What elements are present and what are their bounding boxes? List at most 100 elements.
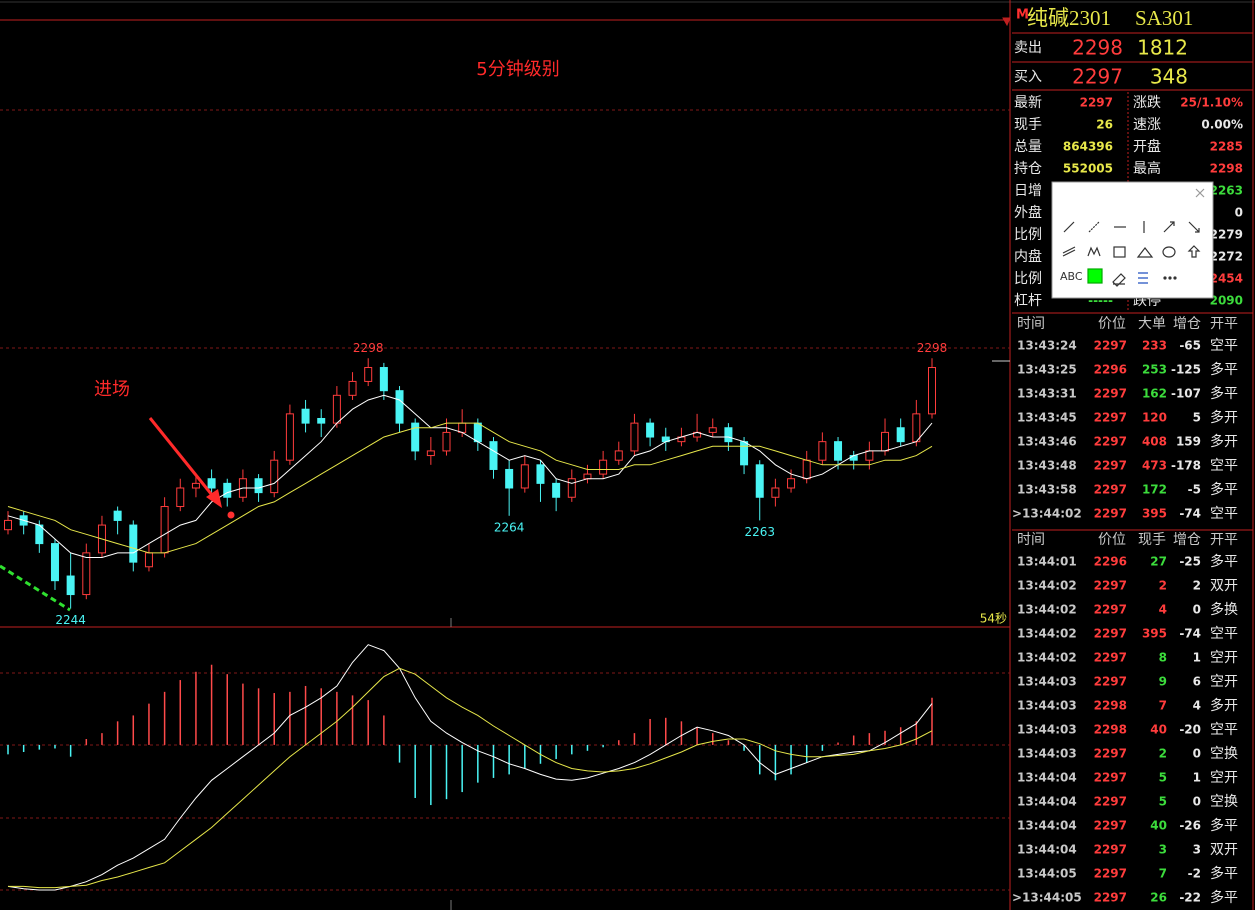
stat-value: 2454 xyxy=(1210,272,1243,286)
table-cell: 空平 xyxy=(1210,338,1238,354)
stat-label: 开盘 xyxy=(1133,138,1161,155)
tool[interactable] xyxy=(1187,245,1201,258)
table-cell: -178 xyxy=(1171,459,1201,473)
tool[interactable] xyxy=(1188,221,1200,233)
table-cell: 13:44:02 xyxy=(1017,651,1077,665)
table-cell: 13:43:31 xyxy=(1017,387,1077,401)
table-cell: 2297 xyxy=(1094,795,1127,809)
candle-body xyxy=(191,482,200,489)
table-cell: 多平 xyxy=(1210,481,1238,498)
candle-body xyxy=(207,478,216,489)
candle-body xyxy=(552,482,561,498)
candle-body xyxy=(740,441,749,466)
tool[interactable] xyxy=(1088,221,1100,233)
table-cell: 2296 xyxy=(1094,555,1127,569)
candle-body xyxy=(426,450,435,457)
tool[interactable] xyxy=(1087,268,1103,284)
candle-body xyxy=(520,464,529,489)
table-cell: 多换 xyxy=(1210,601,1238,618)
tool[interactable] xyxy=(1162,246,1176,258)
candle-body xyxy=(771,487,780,498)
tool[interactable] xyxy=(1063,221,1075,233)
stat-value: 0 xyxy=(1235,206,1243,220)
table-cell: 空平 xyxy=(1210,506,1238,522)
table-cell: -65 xyxy=(1179,339,1201,353)
table-cell: -5 xyxy=(1188,483,1201,497)
close[interactable] xyxy=(1195,188,1205,198)
tool-text[interactable]: ABC xyxy=(1060,270,1083,283)
stat-value: 26 xyxy=(1096,118,1113,132)
table-cell: -74 xyxy=(1179,507,1201,521)
table-cell: 13:44:04 xyxy=(1017,771,1077,785)
extreme-label: 2244 xyxy=(55,613,86,627)
candle-body xyxy=(787,478,796,489)
table-cell: 159 xyxy=(1176,435,1201,449)
plot: 2244 2298 2264 2263 2298 xyxy=(4,341,947,891)
flag: M xyxy=(1016,8,1029,23)
ask-price: 2298 xyxy=(1072,36,1123,60)
tool[interactable] xyxy=(1163,221,1175,233)
stat-value: 2285 xyxy=(1210,140,1243,154)
tool[interactable] xyxy=(1173,276,1177,280)
table-cell: 13:44:01 xyxy=(1017,555,1077,569)
table-cell: 双开 xyxy=(1210,578,1238,594)
table-cell: 13:44:03 xyxy=(1017,675,1077,689)
candle-body xyxy=(379,367,388,392)
tool[interactable] xyxy=(1168,276,1172,280)
corner xyxy=(1002,17,1011,27)
table-cell: 多平 xyxy=(1210,889,1238,906)
table-cell: 172 xyxy=(1142,483,1167,497)
table-cell: 1 xyxy=(1193,771,1201,785)
candle-body xyxy=(144,552,153,568)
candle-body xyxy=(583,473,592,480)
table-cell: 7 xyxy=(1159,699,1167,713)
candle-body xyxy=(646,422,655,438)
tool[interactable] xyxy=(1087,246,1101,257)
table-cell: -74 xyxy=(1179,627,1201,641)
table-cell: 3 xyxy=(1159,843,1167,857)
table-cell: 13:44:02 xyxy=(1017,579,1077,593)
table-cell: 40 xyxy=(1150,723,1167,737)
tool[interactable] xyxy=(1138,272,1148,284)
candle-body xyxy=(223,482,232,498)
tool[interactable] xyxy=(1163,276,1167,280)
candle-body xyxy=(458,422,467,433)
table-cell: -2 xyxy=(1188,867,1201,881)
stat-label: 涨跌 xyxy=(1133,95,1161,111)
table-cell: 4 xyxy=(1193,699,1201,713)
candle-body xyxy=(630,422,639,452)
table-cell: 13:44:02 xyxy=(1017,627,1077,641)
table-cell: -107 xyxy=(1171,387,1201,401)
candle-body xyxy=(505,468,514,489)
table-cell: 26 xyxy=(1150,891,1167,905)
candle-body xyxy=(332,394,341,424)
stat-label: 外盘 xyxy=(1014,204,1042,221)
moving-average xyxy=(7,422,933,554)
table-cell: 2297 xyxy=(1094,483,1127,497)
table-cell: 2297 xyxy=(1094,339,1127,353)
tool[interactable] xyxy=(1112,273,1126,287)
table-header: 现手 xyxy=(1138,532,1166,548)
table-cell: 473 xyxy=(1142,459,1167,473)
candle-body xyxy=(896,427,905,443)
drawing-toolbar[interactable]: ABC xyxy=(1051,181,1214,299)
table-cell: 多开 xyxy=(1210,697,1238,714)
table-cell: -26 xyxy=(1179,819,1201,833)
candle-body xyxy=(395,390,404,424)
stat-label: 日增 xyxy=(1014,183,1042,199)
table-cell: 13:44:03 xyxy=(1017,699,1077,713)
table-cell: 13:44:04 xyxy=(1017,819,1077,833)
tool[interactable] xyxy=(1136,247,1154,258)
tool-icons xyxy=(1062,188,1205,287)
tool[interactable] xyxy=(1062,246,1076,257)
table-cell: -125 xyxy=(1171,363,1201,377)
candle-body xyxy=(348,380,357,396)
stat-value: 0.00% xyxy=(1201,118,1243,132)
table-cell: 8 xyxy=(1159,651,1167,665)
ask-volume: 1812 xyxy=(1137,36,1188,60)
tool[interactable] xyxy=(1113,246,1126,258)
table-header: 开平 xyxy=(1210,532,1238,548)
stat-label: 比例 xyxy=(1014,271,1042,287)
table-cell: 2297 xyxy=(1094,819,1127,833)
